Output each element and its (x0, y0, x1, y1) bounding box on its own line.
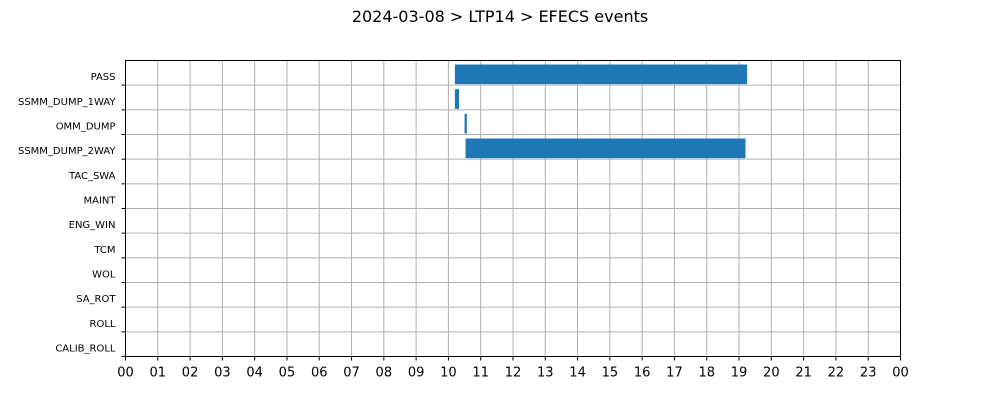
x-tick-label: 04 (246, 366, 263, 381)
x-tick-label: 12 (505, 366, 522, 381)
y-tick-label: WOL (92, 270, 116, 281)
x-tick-label: 22 (828, 366, 845, 381)
y-tick-label: ROLL (90, 319, 116, 330)
y-tick-label: TCM (93, 245, 115, 256)
x-tick-label: 03 (214, 366, 231, 381)
x-tick-label: 02 (182, 366, 199, 381)
event-bar-ssmm-dump-1way (454, 89, 460, 109)
x-tick-label: 01 (150, 366, 167, 381)
x-tick-label: 15 (602, 366, 619, 381)
x-tick-label: 14 (569, 366, 586, 381)
x-tick-label: 23 (860, 366, 877, 381)
y-tick-label: SSMM_DUMP_1WAY (18, 97, 116, 108)
x-tick-label: 08 (376, 366, 393, 381)
event-bar-ssmm-dump-2way (465, 138, 746, 159)
y-tick-label: SSMM_DUMP_2WAY (18, 146, 116, 157)
x-tick-label: 13 (537, 366, 554, 381)
y-tick-label: OMM_DUMP (56, 122, 116, 133)
y-tick-label: PASS (91, 72, 116, 83)
x-tick-label: 09 (408, 366, 425, 381)
chart-title: 2024-03-08 > LTP14 > EFECS events (352, 7, 648, 26)
x-tick-label: 17 (666, 366, 683, 381)
y-axis: PASS SSMM_DUMP_1WAY OMM_DUMP SSMM_DUMP_2WAY… (18, 72, 126, 357)
event-bar-omm-dump (464, 113, 467, 134)
x-tick-label: 18 (698, 366, 715, 381)
x-tick-label: 16 (634, 366, 651, 381)
x-tick-label: 21 (795, 366, 812, 381)
x-tick-label: 00 (117, 366, 134, 381)
x-tick-label: 11 (472, 366, 489, 381)
x-tick-label: 06 (311, 366, 328, 381)
y-tick-label: SA_ROT (76, 294, 116, 305)
y-tick-label: CALIB_ROLL (55, 344, 116, 355)
event-bars (454, 64, 748, 159)
x-tick-label: 05 (279, 366, 296, 381)
x-tick-label: 19 (731, 366, 748, 381)
y-tick-label: MAINT (83, 196, 116, 207)
x-tick-label: 10 (440, 366, 457, 381)
x-tick-label: 00 (892, 366, 909, 381)
x-tick-label: 20 (763, 366, 780, 381)
y-tick-label: TAC_SWA (68, 171, 116, 182)
x-axis: 00 01 02 03 04 05 06 07 08 09 10 11 12 13 14 15 16 17 18 19… (117, 356, 909, 381)
grid (125, 60, 901, 357)
plot-frame (125, 60, 901, 357)
x-tick-label: 07 (343, 366, 360, 381)
event-bar-pass (454, 64, 748, 85)
y-tick-label: ENG_WIN (69, 220, 116, 231)
